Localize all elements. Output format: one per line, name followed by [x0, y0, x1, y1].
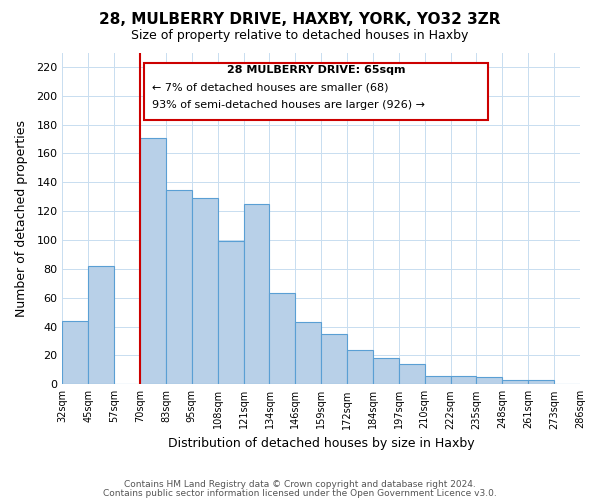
X-axis label: Distribution of detached houses by size in Haxby: Distribution of detached houses by size … — [168, 437, 475, 450]
Y-axis label: Number of detached properties: Number of detached properties — [15, 120, 28, 317]
Bar — [399, 364, 425, 384]
Text: Contains public sector information licensed under the Open Government Licence v3: Contains public sector information licen… — [103, 488, 497, 498]
Bar — [321, 334, 347, 384]
Bar — [218, 242, 244, 384]
Text: 28 MULBERRY DRIVE: 65sqm: 28 MULBERRY DRIVE: 65sqm — [227, 66, 405, 76]
Text: 93% of semi-detached houses are larger (926) →: 93% of semi-detached houses are larger (… — [152, 100, 425, 110]
Bar — [425, 376, 451, 384]
Bar — [295, 322, 321, 384]
Text: Size of property relative to detached houses in Haxby: Size of property relative to detached ho… — [131, 29, 469, 42]
Bar — [502, 380, 528, 384]
Text: ← 7% of detached houses are smaller (68): ← 7% of detached houses are smaller (68) — [152, 83, 388, 93]
Bar — [476, 377, 502, 384]
Bar — [244, 204, 269, 384]
Bar — [373, 358, 399, 384]
Bar — [528, 380, 554, 384]
Bar — [166, 190, 192, 384]
Bar — [269, 294, 295, 384]
Bar — [140, 138, 166, 384]
Text: Contains HM Land Registry data © Crown copyright and database right 2024.: Contains HM Land Registry data © Crown c… — [124, 480, 476, 489]
Bar — [347, 350, 373, 384]
Bar — [88, 266, 114, 384]
Bar — [451, 376, 476, 384]
FancyBboxPatch shape — [144, 62, 488, 120]
Bar — [62, 321, 88, 384]
Bar — [192, 198, 218, 384]
Text: 28, MULBERRY DRIVE, HAXBY, YORK, YO32 3ZR: 28, MULBERRY DRIVE, HAXBY, YORK, YO32 3Z… — [99, 12, 501, 28]
